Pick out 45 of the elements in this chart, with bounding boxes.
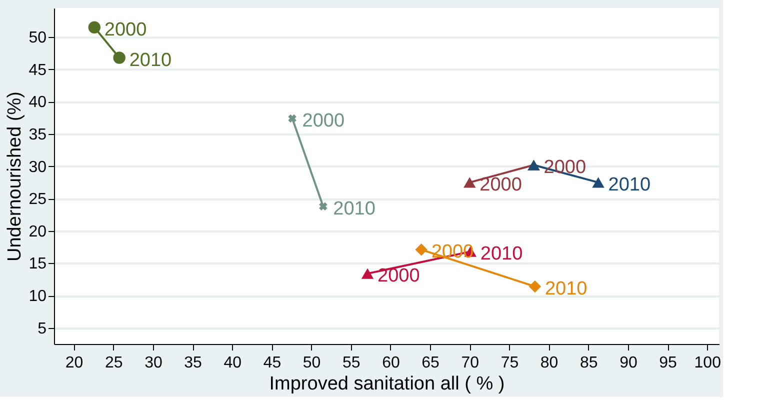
y-tick-label: 5 [38, 320, 47, 338]
x-tick-label: 40 [224, 354, 242, 372]
annotation: 2010 [129, 50, 172, 71]
point [113, 52, 126, 64]
x-tick-label: 50 [302, 354, 321, 372]
x-axis-title: Improved sanitation all ( % ) [269, 374, 505, 394]
x-tick-label: 25 [104, 354, 123, 372]
x-tick-label: 30 [144, 354, 162, 372]
y-tick-label: 50 [28, 30, 47, 47]
x-tick-label: 75 [500, 354, 519, 372]
annotation: 2010 [608, 174, 651, 196]
point [288, 114, 296, 123]
y-tick-label: 15 [28, 256, 47, 273]
annotation: 2000 [302, 110, 345, 132]
x-tick-label: 60 [382, 354, 400, 372]
x-tick-label: 85 [580, 354, 598, 372]
y-tick-label: 40 [28, 94, 47, 112]
x-tick-label: 90 [620, 354, 638, 372]
y-tick-label: 30 [28, 158, 47, 176]
x-tick-label: 45 [263, 354, 282, 372]
x-tick-label: 100 [694, 354, 722, 372]
y-tick-label: 45 [28, 62, 47, 79]
x-tick-label: 80 [540, 354, 558, 372]
x-tick-label: 35 [184, 354, 202, 372]
x-tick-label: 70 [461, 354, 480, 372]
x-tick-label: 95 [659, 354, 678, 372]
annotation: 2010 [544, 278, 588, 300]
y-tick-label: 10 [28, 288, 47, 306]
annotation: 2010 [480, 244, 523, 265]
annotation: 2000 [544, 157, 586, 178]
x-tick-label: 55 [342, 354, 360, 372]
x-tick-label: 65 [422, 354, 440, 372]
point [415, 244, 428, 256]
y-axis-title: Undernourished (%) [4, 91, 26, 262]
annotation: 2000 [378, 266, 420, 287]
point [319, 202, 328, 211]
annotation: 2000 [104, 19, 147, 40]
point [528, 280, 542, 293]
y-tick-label: 20 [28, 223, 47, 240]
annotation: 2000 [480, 174, 522, 196]
x-tick-label: 20 [65, 354, 84, 372]
annotation: 2010 [333, 198, 376, 220]
y-tick-label: 35 [28, 126, 47, 144]
point [88, 21, 100, 34]
y-tick-label: 25 [28, 191, 47, 208]
